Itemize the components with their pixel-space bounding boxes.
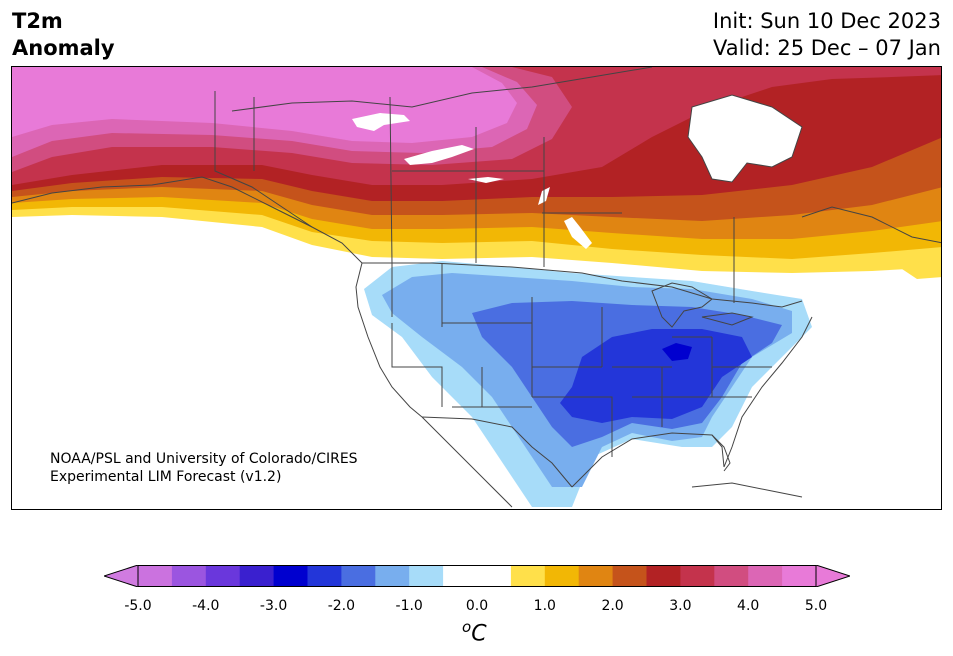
colorbar-segment	[510, 565, 546, 587]
colorbar-tick-label: -5.0	[124, 598, 152, 614]
colorbar-segment	[714, 565, 749, 587]
athabasca-lake	[468, 177, 504, 183]
colorbar-segment	[205, 565, 241, 587]
gulf-coast	[571, 316, 813, 488]
lake-winnipeg	[564, 217, 592, 249]
alaska-border	[214, 91, 313, 228]
colorbar-segment	[409, 565, 444, 587]
colorbar-segment	[341, 565, 376, 587]
colorbar-tick-label: 1.0	[533, 598, 556, 614]
us-coastline-west	[355, 262, 423, 418]
cold-band-4	[560, 329, 752, 423]
colorbar-unit-label: oC	[462, 618, 487, 646]
us-canada-border	[362, 262, 803, 308]
east-canada-coast	[801, 206, 941, 244]
warm-band-10	[902, 259, 941, 279]
colorbar-tick-label: -3.0	[259, 598, 288, 614]
colorbar-segment	[171, 565, 207, 587]
us-mexico-border	[421, 416, 573, 488]
florida	[711, 434, 731, 472]
political-borders	[12, 67, 941, 508]
colorbar-tick-label: 4.0	[737, 598, 760, 614]
map-panel: NOAA/PSL and University of Colorado/CIRE…	[11, 66, 942, 510]
great-slave-lake	[404, 145, 474, 165]
cold-band-5	[662, 343, 692, 361]
mexico-coast	[421, 416, 513, 508]
cuba	[691, 482, 803, 498]
colorbar-segment	[477, 565, 512, 587]
degree-symbol: o	[462, 618, 472, 636]
colorbar-extend-low	[104, 565, 139, 587]
colorbar-segment	[138, 565, 173, 587]
colorbar-segment	[612, 565, 647, 587]
province-lines	[253, 96, 735, 303]
credit-line-1: NOAA/PSL and University of Colorado/CIRE…	[50, 451, 358, 467]
colorbar-segment	[375, 565, 410, 587]
colorbar-tick-label: 2.0	[601, 598, 624, 614]
arctic-coast	[231, 67, 653, 112]
colorbar-extend-high	[815, 565, 850, 587]
colorbar-segment	[307, 565, 342, 587]
state-lines	[391, 263, 772, 457]
forecast-dates: Init: Sun 10 Dec 2023 Valid: 25 Dec – 07…	[713, 8, 941, 62]
colorbar-segment	[748, 565, 783, 587]
hudson-coast	[687, 94, 803, 183]
title-line-1: T2m	[12, 9, 63, 33]
title-line-2: Anomaly	[12, 36, 115, 60]
great-lakes	[651, 282, 754, 328]
unit-letter: C	[471, 621, 487, 647]
unshaded-areas	[352, 95, 802, 249]
colorbar-segment	[273, 565, 308, 587]
map-title: T2m Anomaly	[12, 8, 115, 62]
colorbar-tick-label: -2.0	[327, 598, 356, 614]
colorbar-outline	[137, 565, 817, 587]
colorbar-tick-label: -1.0	[395, 598, 423, 614]
colorbar-segment	[578, 565, 614, 587]
data-credit: NOAA/PSL and University of Colorado/CIRE…	[50, 450, 358, 486]
valid-date-range: Valid: 25 Dec – 07 Jan	[712, 36, 941, 60]
colorbar-segment	[443, 565, 478, 587]
init-date: Init: Sun 10 Dec 2023	[712, 9, 941, 33]
colorbar-tick-label: 5.0	[804, 598, 828, 614]
great-bear-lake	[352, 113, 410, 131]
credit-line-2: Experimental LIM Forecast (v1.2)	[50, 469, 282, 485]
hudson-bay	[688, 95, 802, 182]
colorbar-tick-label: -4.0	[192, 598, 220, 614]
colorbar	[104, 565, 850, 587]
colorbar-segment	[782, 565, 817, 587]
colorbar-segment	[239, 565, 275, 587]
colorbar-tick-label: 3.0	[669, 598, 692, 614]
colorbar-segment	[544, 565, 580, 587]
colorbar-tick-label: 0.0	[465, 598, 489, 614]
colorbar-segment	[680, 565, 715, 587]
alaska-coast	[12, 176, 363, 264]
anomaly-map	[12, 67, 941, 509]
colorbar-segment	[646, 565, 681, 587]
